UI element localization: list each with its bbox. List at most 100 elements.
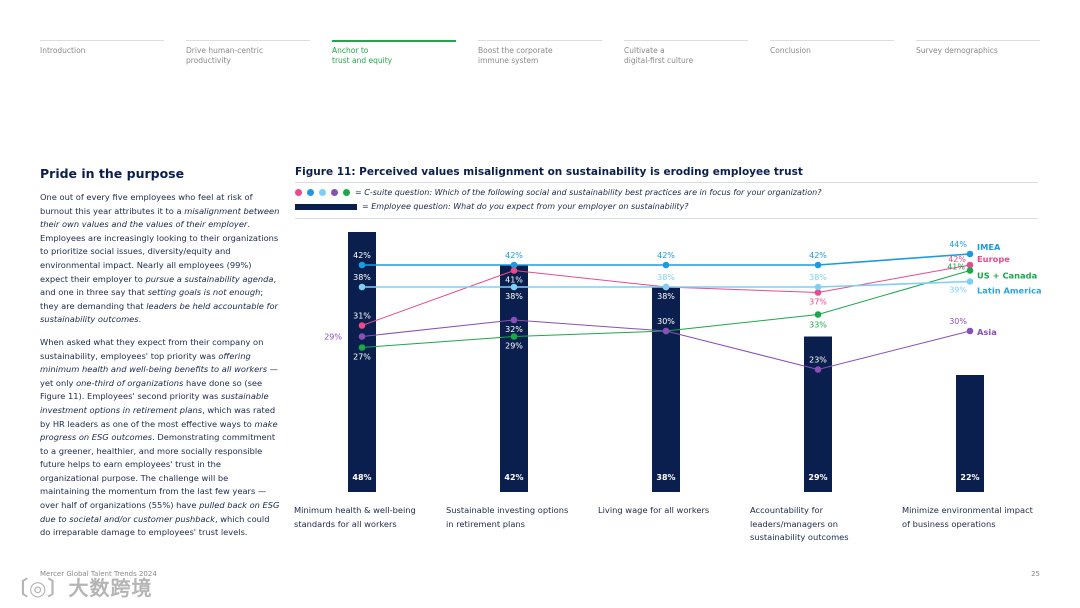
point-value-label: 33% xyxy=(809,321,827,330)
data-point xyxy=(510,333,518,340)
nav-item[interactable]: Conclusion xyxy=(770,40,894,66)
point-value-label: 38% xyxy=(505,292,523,301)
point-value-label: 29% xyxy=(324,333,342,342)
point-value-label: 42% xyxy=(948,255,966,264)
data-point xyxy=(510,267,518,274)
data-point xyxy=(966,261,974,269)
nav-item[interactable]: Anchor to trust and equity xyxy=(332,40,456,66)
legend-bar-swatch xyxy=(295,203,357,210)
text-run: . xyxy=(138,314,142,325)
point-value-label: 39% xyxy=(949,286,967,295)
emphasis-text: leaders be held accountable for sustaina… xyxy=(40,300,278,325)
legend-employee-text: = Employee question: What do you expect … xyxy=(362,202,689,211)
point-value-label: 23% xyxy=(809,356,827,365)
series-legend-label: Asia xyxy=(977,327,997,337)
data-point xyxy=(966,267,974,274)
category-label: Accountability for leaders/managers on s… xyxy=(750,505,849,543)
footer-text: Mercer Global Talent Trends 2024 xyxy=(40,570,157,578)
series-legend-label: Latin America xyxy=(977,286,1042,296)
data-point xyxy=(510,261,518,269)
category-label: Living wage for all workers xyxy=(598,505,710,515)
point-value-label: 44% xyxy=(949,240,967,249)
data-point xyxy=(814,289,822,296)
data-point xyxy=(814,283,822,291)
nav-item[interactable]: Boost the corporate immune system xyxy=(478,40,602,66)
point-value-label: 29% xyxy=(505,342,523,351)
bar xyxy=(956,375,984,492)
emphasis-text: make progress on ESG outcomes xyxy=(40,418,278,443)
nav-item[interactable]: Drive human-centric productivity xyxy=(186,40,310,66)
paragraph: When asked what they expect from their c… xyxy=(40,336,280,540)
nav-item[interactable]: Introduction xyxy=(40,40,164,66)
point-value-label: 38% xyxy=(809,273,827,282)
point-value-label: 42% xyxy=(505,251,523,260)
data-point xyxy=(814,311,822,318)
series-legend-label: Europe xyxy=(977,254,1010,264)
point-value-label: 42% xyxy=(809,251,827,260)
point-value-label: 31% xyxy=(353,312,371,321)
paragraph: One out of every five employees who feel… xyxy=(40,191,280,327)
emphasis-text: pursue a sustainability agenda xyxy=(145,273,274,284)
emphasis-text: setting goals is not enough xyxy=(147,287,261,298)
bar xyxy=(348,232,376,492)
bar-value-label: 48% xyxy=(352,473,371,482)
text-run: , which could do irreparable damage to e… xyxy=(40,513,270,538)
bar-value-label: 42% xyxy=(504,473,523,482)
data-point xyxy=(510,283,518,291)
text-run: . Demonstrating commitment to a greener,… xyxy=(40,432,276,511)
page-number: 25 xyxy=(1031,570,1040,578)
point-value-label: 30% xyxy=(949,317,967,326)
figure-title: Figure 11: Perceived values misalignment… xyxy=(295,166,803,178)
bar xyxy=(804,336,832,492)
point-value-label: 27% xyxy=(353,353,371,362)
point-value-label: 38% xyxy=(657,273,675,282)
point-value-label: 42% xyxy=(657,251,675,260)
data-point xyxy=(662,261,670,269)
data-point xyxy=(814,366,822,373)
text-run: One out of every five employees who feel… xyxy=(40,192,253,216)
text-run: , and one in three say that xyxy=(40,273,277,298)
nav-item[interactable]: Survey demographics xyxy=(916,40,1040,66)
legend-dot-us-canada xyxy=(343,189,350,196)
emphasis-text: misalignment between their own values an… xyxy=(40,205,280,230)
bar-value-label: 29% xyxy=(808,473,827,482)
point-value-label: 37% xyxy=(809,298,827,307)
legend-employee: = Employee question: What do you expect … xyxy=(295,202,689,211)
point-value-label: 41% xyxy=(947,263,965,272)
point-value-label: 30% xyxy=(657,317,675,326)
legend-csuite: = C-suite question: Which of the followi… xyxy=(295,188,821,197)
category-label: Minimize environmental impact of busines… xyxy=(902,505,1033,529)
point-value-label: 38% xyxy=(353,273,371,282)
bar-value-label: 38% xyxy=(656,473,675,482)
category-label: Minimum health & well-being standards fo… xyxy=(294,505,416,529)
data-point xyxy=(966,278,974,285)
bar xyxy=(500,265,528,492)
emphasis-text: pulled back on ESG due to societal and/o… xyxy=(40,500,280,524)
emphasis-text: one-third of organizations xyxy=(76,377,184,388)
emphasis-text: sustainable investment options in retire… xyxy=(40,391,269,415)
data-point xyxy=(358,344,366,351)
category-label: Sustainable investing options in retirem… xyxy=(446,505,569,529)
series-legend-label: US + Canada xyxy=(977,271,1037,281)
bar-value-label: 22% xyxy=(960,473,979,482)
point-value-label: 41% xyxy=(505,276,523,285)
emphasis-text: offering minimum health and well-being b… xyxy=(40,350,268,375)
legend-dot-imea xyxy=(307,189,314,196)
data-point xyxy=(814,261,822,269)
divider xyxy=(295,218,1038,219)
text-run: . Employees are increasingly looking to … xyxy=(40,219,279,284)
section-title: Pride in the purpose xyxy=(40,166,185,181)
legend-dot-asia xyxy=(331,189,338,196)
text-run: , which was rated by HR leaders as one o… xyxy=(40,404,276,429)
point-value-label: 38% xyxy=(657,292,675,301)
bar xyxy=(652,287,680,492)
data-point xyxy=(966,250,974,258)
watermark-logo: 〔◎〕大数跨境 xyxy=(8,576,153,600)
text-run: ; they are demanding that xyxy=(40,287,264,311)
data-point xyxy=(662,283,670,291)
data-point xyxy=(358,322,366,329)
data-point xyxy=(358,333,366,340)
body-text: One out of every five employees who feel… xyxy=(40,191,280,549)
nav-item[interactable]: Cultivate a digital-first culture xyxy=(624,40,748,66)
